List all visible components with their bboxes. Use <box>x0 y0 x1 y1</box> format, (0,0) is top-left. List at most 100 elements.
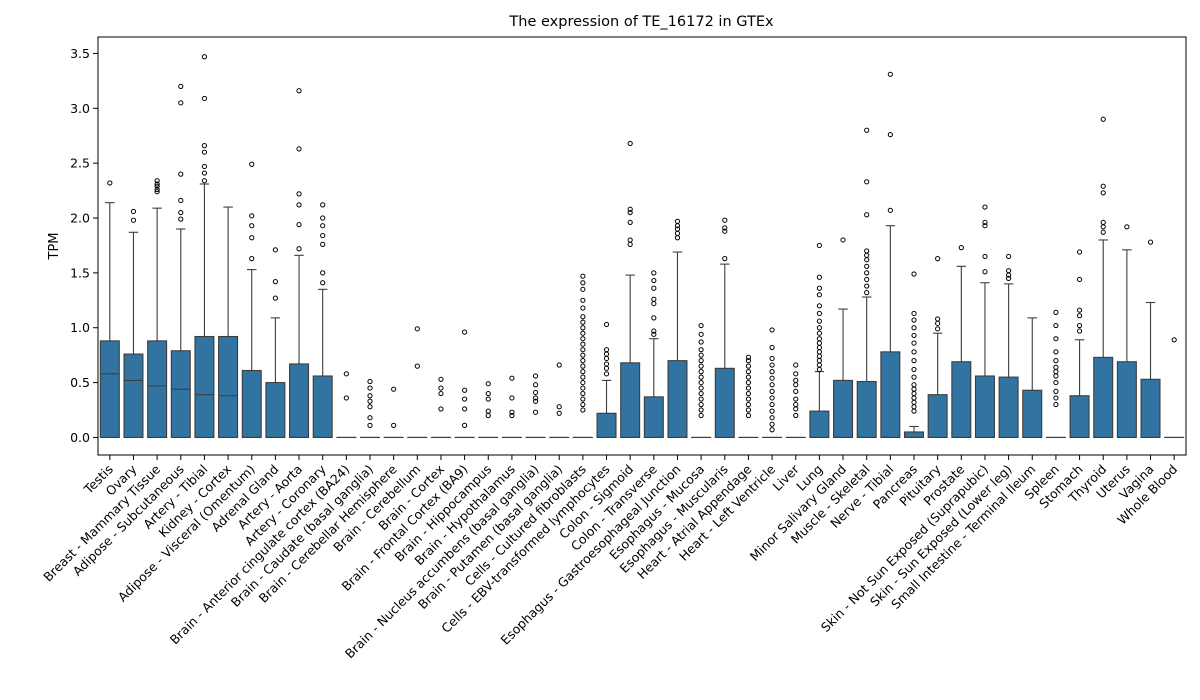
outlier-point <box>272 247 278 253</box>
outlier-point <box>580 341 586 347</box>
outlier-point <box>935 256 941 262</box>
box-breast-mammary-tissue <box>147 178 168 438</box>
box-nerve-tibial <box>880 71 901 438</box>
outlier-point <box>580 390 586 397</box>
outlier-point <box>816 325 822 331</box>
outlier-point <box>911 382 917 388</box>
outlier-point <box>603 365 610 371</box>
outlier-point <box>438 376 444 382</box>
outlier-point <box>864 263 870 269</box>
outlier-point <box>745 363 752 369</box>
outlier-point <box>793 362 799 368</box>
outlier-point <box>651 296 657 302</box>
outlier-point <box>911 271 917 277</box>
outlier-point <box>722 217 728 223</box>
outlier-point <box>651 331 657 337</box>
outlier-point <box>698 396 704 402</box>
outlier-point <box>745 385 752 391</box>
outlier-point <box>1171 337 1177 343</box>
outlier-point <box>769 362 775 368</box>
box-body <box>809 410 830 438</box>
outlier-point <box>201 143 208 149</box>
outlier-point <box>580 407 586 413</box>
box-body <box>927 394 948 438</box>
outlier-point <box>367 404 373 410</box>
box-colon-sigmoid <box>620 140 641 438</box>
outlier-point <box>130 217 137 223</box>
outlier-point <box>272 295 278 301</box>
outlier-point <box>627 241 633 247</box>
outlier-point <box>1053 349 1059 355</box>
outlier-point <box>178 100 184 106</box>
box-pituitary <box>927 256 948 438</box>
outlier-point <box>509 375 515 381</box>
outlier-point <box>1053 379 1059 386</box>
outlier-point <box>580 305 586 311</box>
box-whole-blood <box>1164 337 1185 438</box>
outlier-point <box>864 179 870 185</box>
box-body <box>714 367 735 438</box>
outlier-point <box>1006 275 1012 281</box>
outlier-point <box>603 361 610 367</box>
outlier-point <box>864 248 870 254</box>
outlier-point <box>580 396 586 402</box>
outlier-point <box>580 401 586 408</box>
box-brain-frontal-cortex-ba9 <box>454 329 475 438</box>
outlier-point <box>580 347 586 353</box>
box-brain-hypothalamus <box>501 375 522 438</box>
box-ovary <box>123 208 144 438</box>
box-artery-coronary <box>312 202 333 438</box>
outlier-point <box>201 178 208 184</box>
outlier-point <box>249 256 255 262</box>
box-thyroid <box>1093 116 1114 438</box>
outlier-point <box>911 349 917 355</box>
outlier-point <box>462 396 468 402</box>
outlier-point <box>651 328 657 334</box>
outlier-point <box>580 369 586 375</box>
box-body <box>289 363 310 438</box>
outlier-point <box>580 286 586 292</box>
outlier-point <box>509 409 515 415</box>
outlier-point <box>1147 239 1154 245</box>
outlier-point <box>438 385 444 391</box>
outlier-point <box>1100 219 1106 226</box>
outlier-point <box>840 237 846 243</box>
box-body <box>241 369 262 438</box>
outlier-point <box>674 218 681 224</box>
outlier-point <box>1100 116 1106 122</box>
outlier-point <box>769 327 775 333</box>
box-body <box>147 340 168 438</box>
outlier-point <box>509 395 515 401</box>
outlier-point <box>201 170 208 176</box>
box-minor-salivary-gland <box>833 237 854 438</box>
outlier-point <box>580 374 586 380</box>
outlier-point <box>769 375 775 381</box>
outlier-point <box>367 422 373 428</box>
outlier-point <box>154 183 160 189</box>
outlier-point <box>367 393 373 399</box>
box-body <box>903 431 925 438</box>
outlier-point <box>864 270 870 276</box>
y-axis-label: TPM <box>47 233 62 261</box>
outlier-point <box>391 386 397 392</box>
box-cells-ebv-transformed-lymphocytes <box>596 321 617 438</box>
box-testis <box>99 180 120 438</box>
outlier-point <box>154 186 160 193</box>
outlier-point <box>722 256 728 262</box>
outlier-point <box>698 347 704 353</box>
outlier-point <box>816 349 822 355</box>
outlier-point <box>816 292 822 298</box>
outlier-point <box>769 344 775 351</box>
outlier-point <box>320 241 326 247</box>
outlier-point <box>864 212 870 218</box>
box-adrenal-gland <box>265 247 286 438</box>
box-body <box>218 335 239 438</box>
box-adipose-subcutaneous <box>170 83 191 438</box>
outlier-point <box>367 385 373 391</box>
box-brain-putamen-basal-ganglia <box>549 362 570 438</box>
outlier-point <box>1076 307 1083 313</box>
y-tick-label: 1.5 <box>70 265 90 280</box>
outlier-point <box>627 206 633 212</box>
box-body <box>596 412 617 438</box>
outlier-point <box>911 374 917 380</box>
